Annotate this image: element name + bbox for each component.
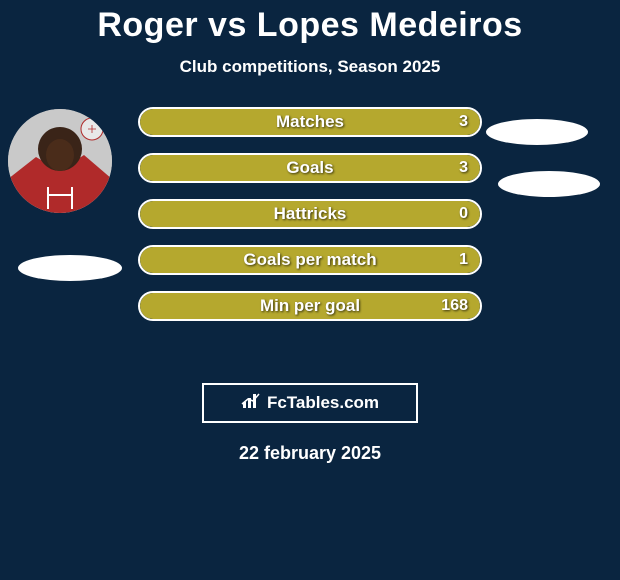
decorative-ellipse: [18, 255, 122, 281]
stats-bars: Matches 3 Goals 3 Hattricks 0 Goals per …: [138, 107, 482, 337]
stat-bar-value: 3: [459, 109, 468, 135]
branding-box: FcTables.com: [202, 383, 418, 423]
date-text: 22 february 2025: [0, 443, 620, 464]
stat-bar-label: Hattricks: [140, 201, 480, 227]
stat-bar: Hattricks 0: [138, 199, 482, 229]
stat-bar: Goals per match 1: [138, 245, 482, 275]
stat-bar-value: 0: [459, 201, 468, 227]
stat-bar: Matches 3: [138, 107, 482, 137]
stat-bar-label: Goals per match: [140, 247, 480, 273]
stat-bar-label: Min per goal: [140, 293, 480, 319]
page-subtitle: Club competitions, Season 2025: [0, 57, 620, 77]
page-title: Roger vs Lopes Medeiros: [0, 0, 620, 45]
stat-bar-value: 168: [441, 293, 468, 319]
comparison-area: Matches 3 Goals 3 Hattricks 0 Goals per …: [0, 107, 620, 357]
stat-bar: Min per goal 168: [138, 291, 482, 321]
chart-icon: [241, 392, 261, 415]
stat-bar-label: Goals: [140, 155, 480, 181]
player-avatar: [8, 109, 112, 213]
decorative-ellipse: [498, 171, 600, 197]
stat-bar-label: Matches: [140, 109, 480, 135]
stat-bar-value: 3: [459, 155, 468, 181]
stat-bar-value: 1: [459, 247, 468, 273]
decorative-ellipse: [486, 119, 588, 145]
stat-bar: Goals 3: [138, 153, 482, 183]
branding-text: FcTables.com: [267, 393, 379, 413]
